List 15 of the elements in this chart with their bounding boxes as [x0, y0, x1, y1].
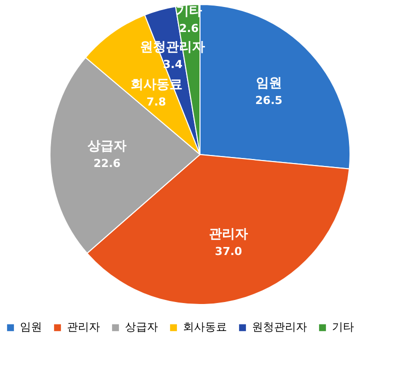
data-label: 22.6: [93, 157, 121, 170]
data-label: 7.8: [146, 96, 166, 109]
legend-label: 회사동료: [183, 320, 227, 334]
legend-label: 원청관리자: [252, 320, 307, 334]
legend-label: 관리자: [67, 320, 100, 334]
slice-label: 상급자: [88, 139, 127, 154]
data-label: 2.6: [179, 22, 200, 35]
slice-label: 원청관리자: [140, 40, 206, 56]
data-label: 26.5: [255, 94, 282, 107]
slice-label: 관리자: [208, 227, 248, 242]
legend-label: 상급자: [125, 320, 158, 334]
data-label: 37.0: [214, 245, 242, 258]
legend-label: 기타: [332, 320, 354, 334]
legend-label: 임원: [20, 320, 42, 334]
slice-label: 임원: [256, 76, 282, 91]
